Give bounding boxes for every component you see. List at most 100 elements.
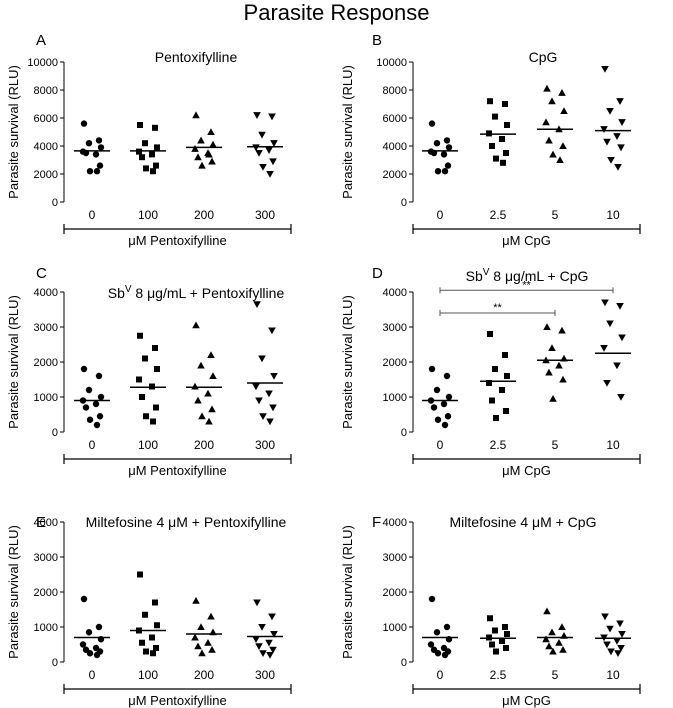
data-point	[198, 161, 206, 169]
x-tick-label: 0	[89, 438, 96, 452]
data-point	[441, 421, 449, 429]
data-point	[152, 345, 158, 351]
panel-title: Miltefosine 4 μM + CpG	[450, 514, 597, 530]
y-tick-label: 0	[401, 427, 407, 439]
y-tick-label: 1000	[34, 392, 58, 404]
data-point	[600, 126, 608, 133]
data-point	[194, 396, 202, 404]
data-point	[79, 641, 87, 648]
data-point	[502, 624, 508, 630]
data-point	[559, 375, 567, 383]
data-point	[269, 404, 277, 412]
data-point	[427, 641, 435, 648]
data-point	[617, 393, 625, 401]
data-point	[603, 138, 611, 146]
data-point	[266, 170, 274, 178]
x-tick-label: 0	[89, 668, 96, 682]
data-point	[542, 635, 550, 643]
data-point	[205, 417, 213, 425]
data-point	[209, 140, 217, 148]
data-point	[487, 331, 493, 337]
data-point	[150, 418, 156, 425]
data-point	[433, 140, 441, 147]
data-point	[489, 641, 495, 648]
data-point	[548, 628, 556, 636]
data-point	[489, 143, 495, 149]
data-point	[502, 352, 508, 358]
y-tick-label: 10000	[27, 57, 58, 69]
data-point	[489, 397, 495, 404]
title-superscript: V	[125, 284, 132, 295]
x-tick-label: 100	[138, 208, 158, 222]
data-point	[150, 168, 156, 175]
data-point	[143, 165, 149, 172]
x-tick-label: 200	[194, 208, 214, 222]
x-tick-label: 5	[552, 438, 559, 452]
data-point	[269, 158, 277, 166]
y-tick-label: 0	[52, 427, 58, 439]
data-point	[492, 627, 498, 634]
data-point	[444, 162, 452, 169]
x-tick-label: 10	[606, 438, 620, 452]
panel-title: SbV 8 μg/mL + Pentoxifylline	[108, 284, 285, 301]
x-tick-label: 10	[606, 668, 620, 682]
data-point	[486, 380, 492, 386]
data-point	[208, 405, 216, 413]
data-point	[617, 644, 625, 652]
data-point	[270, 140, 278, 147]
data-point	[205, 150, 213, 158]
panel-title: SbV 8 μg/mL + CpG	[466, 267, 589, 284]
y-tick-label: 2000	[34, 169, 58, 181]
data-point	[493, 415, 499, 421]
x-tick-label: 200	[194, 668, 214, 682]
panel-letter: A	[36, 32, 46, 49]
data-point	[549, 647, 557, 655]
data-point	[252, 383, 260, 391]
data-point	[207, 612, 215, 620]
data-point	[191, 382, 199, 390]
data-point	[142, 355, 148, 362]
data-point	[613, 637, 621, 645]
data-point	[197, 136, 205, 144]
data-point	[433, 629, 441, 636]
data-point	[545, 642, 553, 650]
x-tick-label: 10	[606, 208, 620, 222]
data-point	[434, 650, 442, 657]
y-tick-label: 2000	[34, 587, 58, 599]
data-point	[558, 326, 566, 334]
data-point	[204, 638, 212, 646]
data-point	[96, 413, 104, 420]
data-point	[616, 98, 624, 105]
y-tick-label: 6000	[383, 113, 407, 125]
significance-label: **	[522, 279, 531, 291]
data-point	[428, 365, 436, 373]
y-tick-label: 0	[52, 657, 58, 669]
data-point	[97, 144, 105, 151]
data-point	[258, 131, 266, 139]
data-point	[493, 155, 499, 162]
data-point	[542, 118, 550, 126]
data-point	[268, 327, 276, 335]
x-axis-label: μM CpG	[502, 693, 551, 708]
y-tick-label: 4000	[34, 287, 58, 299]
data-point	[502, 101, 508, 107]
data-point	[549, 394, 557, 402]
data-point	[142, 140, 148, 147]
data-point	[607, 648, 615, 656]
data-point	[139, 394, 145, 400]
data-point	[556, 156, 564, 164]
data-point	[85, 629, 93, 636]
data-point	[440, 400, 448, 408]
x-tick-label: 2.5	[490, 208, 507, 222]
panel-letter: E	[36, 514, 46, 531]
data-point	[259, 163, 267, 171]
data-point	[618, 119, 626, 126]
significance-label: **	[493, 302, 502, 314]
data-point	[259, 650, 267, 658]
data-point	[192, 321, 200, 329]
data-point	[95, 623, 103, 631]
data-point	[154, 622, 160, 629]
data-point	[197, 361, 205, 369]
data-point	[255, 643, 263, 651]
